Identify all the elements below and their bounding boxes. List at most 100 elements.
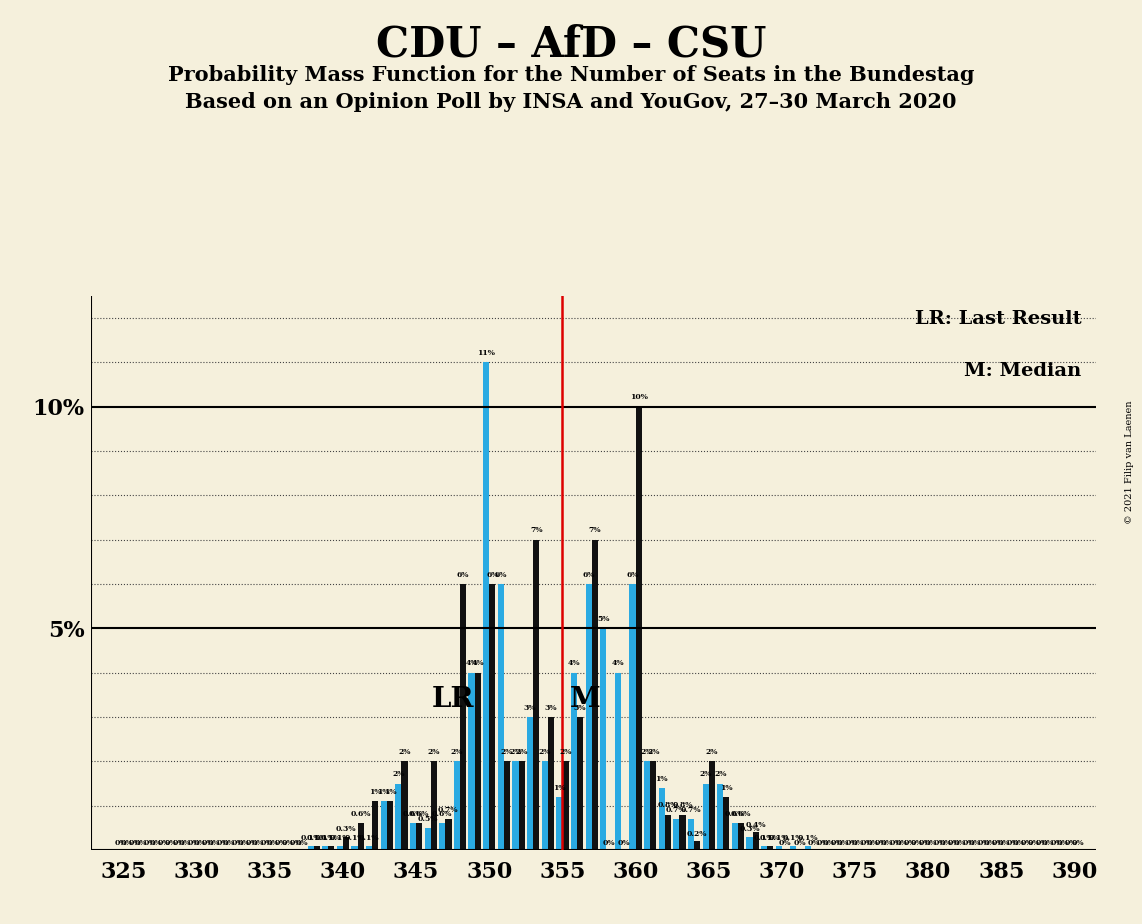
Text: 1%: 1% [369, 788, 381, 796]
Bar [679, 815, 685, 850]
Bar [416, 823, 423, 850]
Text: 0%: 0% [817, 839, 829, 846]
Text: 0%: 0% [867, 839, 879, 846]
Text: 0%: 0% [918, 839, 932, 846]
Text: 0.7%: 0.7% [666, 806, 686, 814]
Text: 0%: 0% [144, 839, 156, 846]
Text: 0.1%: 0.1% [344, 834, 364, 842]
Text: 0%: 0% [822, 839, 835, 846]
Text: 0.1%: 0.1% [769, 834, 789, 842]
Bar [498, 584, 504, 850]
Text: CDU – AfD – CSU: CDU – AfD – CSU [376, 23, 766, 65]
Text: 0%: 0% [794, 839, 806, 846]
Bar [322, 845, 329, 850]
Bar [767, 845, 773, 850]
Text: 0.4%: 0.4% [746, 821, 766, 829]
Text: 3%: 3% [545, 704, 557, 711]
Bar [343, 837, 349, 850]
Text: 2%: 2% [699, 771, 711, 778]
Text: LR: LR [432, 686, 474, 712]
Bar [687, 819, 694, 850]
Text: Based on an Opinion Poll by INSA and YouGov, 27–30 March 2020: Based on an Opinion Poll by INSA and You… [185, 92, 957, 113]
Bar [601, 628, 606, 850]
Bar [489, 584, 496, 850]
Text: 4%: 4% [568, 660, 580, 667]
Text: 2%: 2% [560, 748, 572, 756]
Text: 2%: 2% [392, 771, 404, 778]
Text: 0%: 0% [925, 839, 938, 846]
Bar [665, 815, 671, 850]
Bar [717, 784, 723, 850]
Bar [460, 584, 466, 850]
Text: 1%: 1% [656, 774, 668, 783]
Bar [395, 784, 402, 850]
Bar [614, 673, 621, 850]
Bar [761, 845, 767, 850]
Bar [571, 673, 577, 850]
Bar [483, 362, 489, 850]
Text: 0%: 0% [150, 839, 162, 846]
Text: 0%: 0% [998, 839, 1011, 846]
Text: 0%: 0% [910, 839, 923, 846]
Text: 7%: 7% [588, 527, 601, 534]
Text: 0%: 0% [120, 839, 132, 846]
Bar [644, 761, 650, 850]
Text: 0%: 0% [948, 839, 960, 846]
Text: 4%: 4% [611, 660, 625, 667]
Bar [577, 717, 584, 850]
Bar [659, 788, 665, 850]
Text: 0%: 0% [963, 839, 975, 846]
Bar [738, 823, 745, 850]
Text: 6%: 6% [457, 571, 469, 578]
Text: 0%: 0% [779, 839, 791, 846]
Text: 0.1%: 0.1% [300, 834, 321, 842]
Bar [367, 845, 372, 850]
Text: 0%: 0% [895, 839, 908, 846]
Text: 0.1%: 0.1% [359, 834, 379, 842]
Text: 0%: 0% [187, 839, 200, 846]
Text: 6%: 6% [626, 571, 638, 578]
Text: 4%: 4% [465, 660, 477, 667]
Text: 2%: 2% [641, 748, 653, 756]
Text: 2%: 2% [427, 748, 440, 756]
Text: 6%: 6% [582, 571, 595, 578]
Text: 0%: 0% [172, 839, 185, 846]
Text: 0%: 0% [954, 839, 967, 846]
Text: 0.8%: 0.8% [673, 801, 693, 809]
Bar [410, 823, 416, 850]
Text: 0.1%: 0.1% [783, 834, 804, 842]
Text: 0%: 0% [266, 839, 279, 846]
Bar [674, 819, 679, 850]
Text: 0%: 0% [238, 839, 250, 846]
Bar [380, 801, 387, 850]
Bar [357, 823, 364, 850]
Bar [468, 673, 475, 850]
Text: 0%: 0% [845, 839, 858, 846]
Bar [526, 717, 533, 850]
Text: Probability Mass Function for the Number of Seats in the Bundestag: Probability Mass Function for the Number… [168, 65, 974, 85]
Text: 0.6%: 0.6% [351, 810, 371, 818]
Text: 0%: 0% [281, 839, 293, 846]
Bar [650, 761, 657, 850]
Bar [440, 823, 445, 850]
Bar [533, 540, 539, 850]
Text: 0%: 0% [135, 839, 147, 846]
Bar [723, 796, 730, 850]
Text: 0.3%: 0.3% [336, 825, 356, 833]
Bar [453, 761, 460, 850]
Text: 0%: 0% [231, 839, 243, 846]
Text: 2%: 2% [515, 748, 528, 756]
Bar [775, 845, 782, 850]
Bar [475, 673, 481, 850]
Text: 7%: 7% [530, 527, 542, 534]
Text: 4%: 4% [472, 660, 484, 667]
Text: 2%: 2% [648, 748, 659, 756]
Text: LR: Last Result: LR: Last Result [915, 310, 1081, 327]
Text: 0.1%: 0.1% [797, 834, 819, 842]
Text: 0%: 0% [1021, 839, 1034, 846]
Bar [314, 845, 320, 850]
Bar [541, 761, 548, 850]
Text: 0.6%: 0.6% [731, 810, 751, 818]
Text: 0%: 0% [1013, 839, 1026, 846]
Text: 0%: 0% [992, 839, 1005, 846]
